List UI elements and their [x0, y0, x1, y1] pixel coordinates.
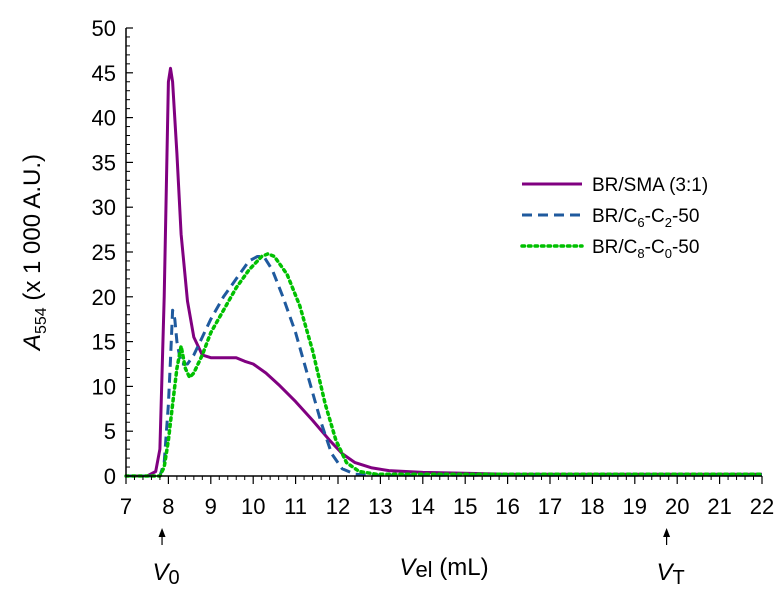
legend-text-part: BR/SMA (3:1) — [592, 175, 708, 196]
legend-text-part: -C — [645, 237, 665, 258]
legend-subscript: 8 — [637, 246, 644, 261]
x-tick-label: 22 — [750, 494, 774, 519]
y-tick-label: 20 — [92, 285, 116, 310]
marker-var: V — [656, 559, 674, 586]
x-axis-var: V — [399, 554, 417, 581]
marker-sub: T — [672, 567, 684, 589]
x-tick-label: 19 — [623, 494, 647, 519]
y-tick-label: 35 — [92, 150, 116, 175]
x-tick-label: 16 — [495, 494, 519, 519]
x-tick-label: 12 — [326, 494, 350, 519]
marker-label: V0 — [152, 559, 179, 589]
y-tick-label: 10 — [92, 374, 116, 399]
marker-var: V — [152, 559, 170, 586]
x-tick-label: 15 — [453, 494, 477, 519]
x-tick-label: 11 — [284, 494, 307, 519]
x-tick-label: 10 — [241, 494, 265, 519]
y-tick-label: 5 — [104, 419, 116, 444]
x-axis-title: Vel (mL) — [399, 554, 488, 582]
marker-arrow-head — [158, 528, 166, 537]
x-tick-label: 8 — [162, 494, 174, 519]
legend-subscript: 2 — [665, 215, 672, 230]
y-tick-label: 30 — [92, 195, 116, 220]
y-tick-label: 25 — [92, 240, 116, 265]
legend-text-part: -50 — [672, 206, 699, 227]
legend-label-3: BR/C8-C0-50 — [592, 237, 699, 261]
legend-text-part: BR/C — [592, 237, 637, 258]
legend-subscript: 6 — [637, 215, 644, 230]
x-tick-label: 17 — [538, 494, 562, 519]
x-axis-sub: el — [415, 557, 432, 582]
y-tick-label: 50 — [92, 16, 116, 41]
series-line-2 — [126, 255, 762, 478]
x-tick-label: 7 — [120, 494, 132, 519]
x-tick-label: 18 — [580, 494, 604, 519]
y-tick-label: 0 — [104, 464, 116, 489]
series-line-1 — [126, 66, 762, 478]
x-tick-label: 9 — [205, 494, 217, 519]
legend-text-part: BR/C — [592, 206, 637, 227]
marker-v0: V0 — [152, 528, 180, 589]
x-tick-label: 20 — [665, 494, 689, 519]
x-tick-label: 21 — [707, 494, 731, 519]
marker-vt: VT — [656, 528, 685, 589]
y-axis-unit: (x 1 000 A.U.) — [19, 154, 46, 307]
x-tick-label: 13 — [368, 494, 392, 519]
series-line-3 — [124, 252, 764, 478]
x-tick-label: 14 — [411, 494, 435, 519]
legend-label-1: BR/SMA (3:1) — [592, 175, 708, 196]
legend-text-part: -50 — [672, 237, 699, 258]
marker-sub: 0 — [168, 567, 179, 589]
plot-area — [124, 66, 764, 478]
y-axis-var: A — [19, 334, 46, 352]
legend-text-part: -C — [645, 206, 665, 227]
marker-label: VT — [656, 559, 684, 589]
y-axis-sub: 554 — [33, 307, 50, 334]
marker-arrow-head — [663, 528, 671, 537]
y-tick-label: 45 — [92, 61, 116, 86]
y-axis-title: A554 (x 1 000 A.U.) — [19, 154, 50, 352]
x-axis-unit: (mL) — [433, 554, 489, 581]
y-tick-label: 40 — [92, 106, 116, 131]
legend-label-2: BR/C6-C2-50 — [592, 206, 699, 230]
y-tick-label: 15 — [92, 330, 116, 355]
legend-subscript: 0 — [665, 246, 672, 261]
